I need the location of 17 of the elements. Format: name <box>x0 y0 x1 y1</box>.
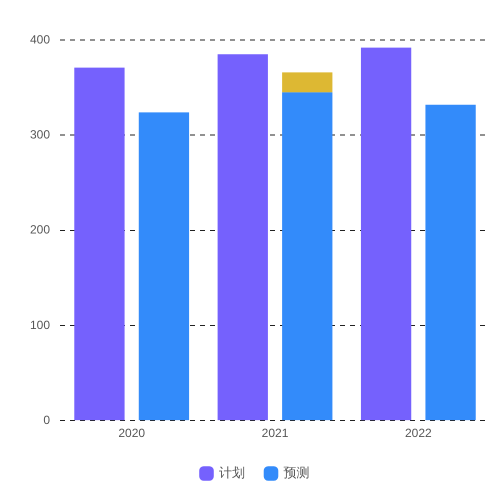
legend-label: 预测 <box>284 465 310 480</box>
y-tick-label: 400 <box>30 32 50 46</box>
x-tick-label: 2022 <box>404 426 432 440</box>
bar <box>138 112 190 420</box>
y-tick-label: 0 <box>43 412 50 427</box>
bar <box>360 48 412 420</box>
bar <box>282 92 332 420</box>
y-tick-label: 200 <box>30 222 50 237</box>
x-tick-label: 2020 <box>118 426 146 440</box>
bar <box>282 72 332 92</box>
bar <box>74 68 125 420</box>
y-tick-label: 100 <box>30 318 50 332</box>
bar <box>218 54 268 420</box>
legend-label: 计划 <box>219 465 245 480</box>
bar <box>425 104 476 420</box>
x-tick-label: 2021 <box>262 426 289 440</box>
y-tick-label: 300 <box>30 127 50 142</box>
